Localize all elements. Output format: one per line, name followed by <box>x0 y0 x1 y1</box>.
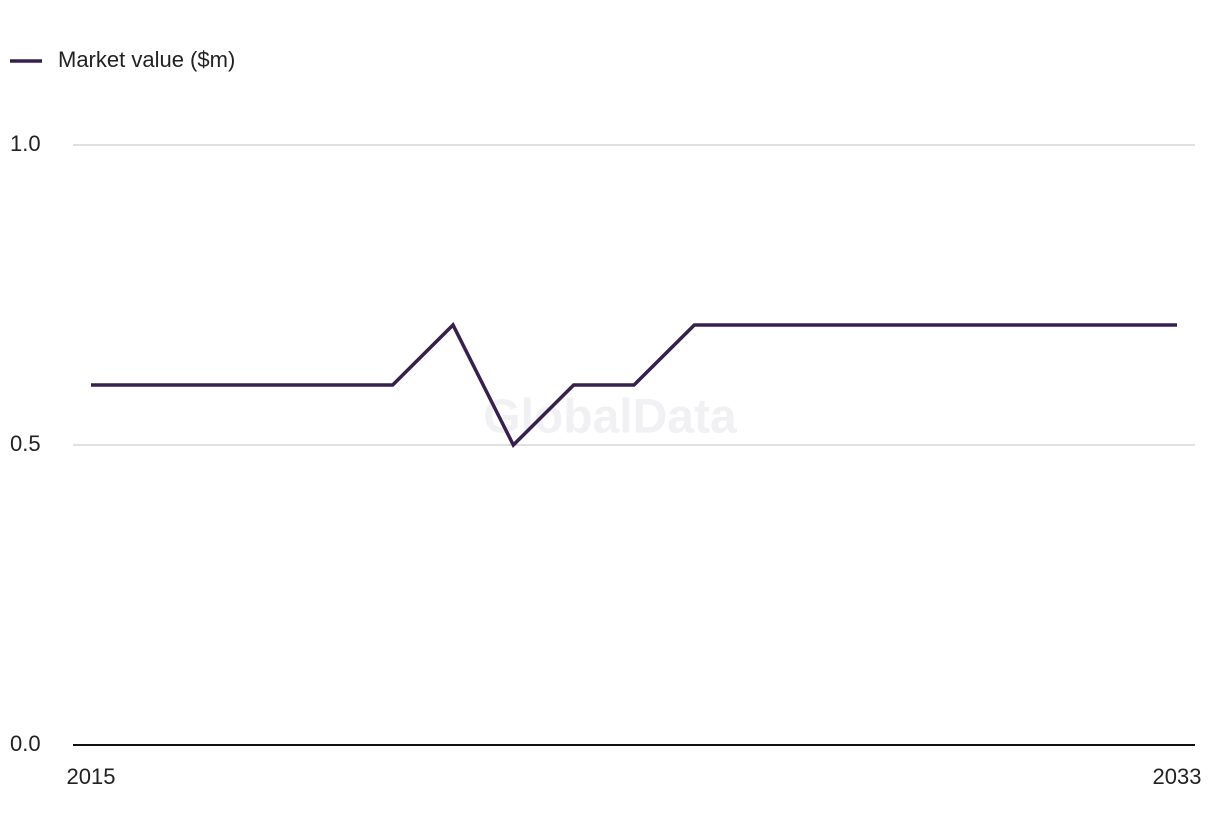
x-tick-label: 2033 <box>1153 764 1202 789</box>
x-tick-label: 2015 <box>67 764 116 789</box>
series-line <box>91 322 1177 448</box>
y-tick-label: 0.5 <box>10 431 41 456</box>
y-tick-label: 1.0 <box>10 131 41 156</box>
legend-label: Market value ($m) <box>58 47 235 72</box>
y-tick-label: 0.0 <box>10 731 41 756</box>
